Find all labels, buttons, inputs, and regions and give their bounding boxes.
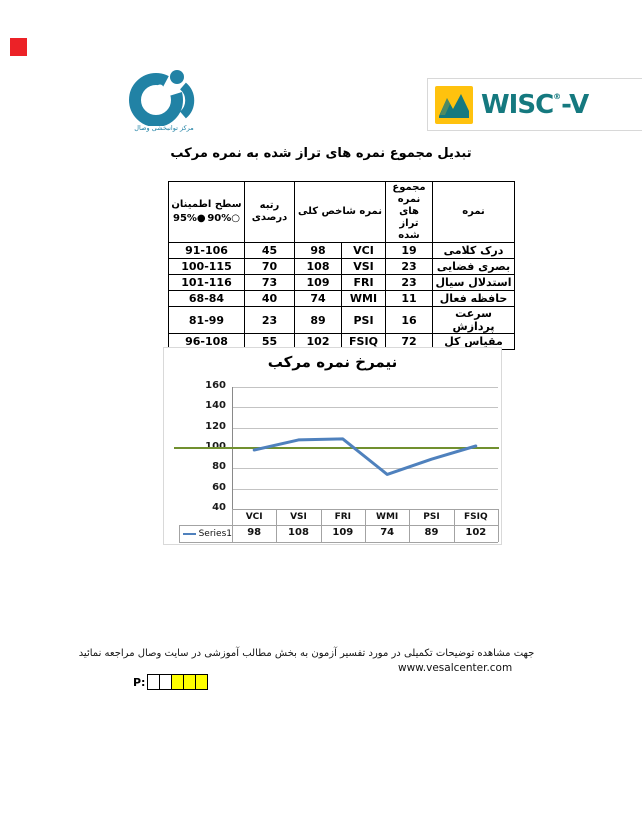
cell-name: بصری فضایی [432, 258, 515, 275]
cell-percentile: 45 [244, 242, 295, 259]
table-row: 96-108 55 102 FSIQ 72 مقیاس کل [168, 333, 515, 350]
value-label: 98 [247, 527, 262, 538]
cell-confidence: 68-84 [168, 290, 245, 307]
cell-name: استدلال سیال [432, 274, 515, 291]
table-row: 91-106 45 98 VCI 19 درک کلامی [168, 242, 515, 259]
header-index: نمره شاخص کلی [294, 181, 386, 243]
vesal-logo-caption: مرکز توانبخشی وصال [134, 124, 194, 132]
header-sum: مجموع نمره های تراز شده [385, 181, 433, 243]
gridline [232, 427, 498, 429]
category-label: WMI [376, 512, 399, 522]
gridline [232, 468, 498, 470]
website-url[interactable]: www.vesalcenter.com [398, 662, 513, 674]
table-row: 100-115 70 108 VSI 23 بصری فضایی [168, 258, 515, 275]
wisc-mountain-icon [435, 85, 473, 124]
cell-abbr: FRI [341, 274, 386, 291]
confidence-levels: 95%● 90%○ [170, 213, 244, 225]
category-label: FRI [334, 512, 352, 522]
cell-confidence: 91-106 [168, 242, 245, 259]
cell-index: 74 [294, 290, 342, 307]
score-table: سطح اطمینان 95%● 90%○ رتبه درصدی نمره شا… [168, 181, 515, 350]
cell-sum: 23 [385, 258, 433, 275]
cell-percentile: 73 [244, 274, 295, 291]
table-row: 101-116 73 109 FRI 23 استدلال سیال [168, 274, 515, 291]
cell-abbr: VSI [341, 258, 386, 275]
brand-name: WISC [481, 89, 554, 120]
y-tick-label: 120 [205, 420, 226, 432]
value-label: 102 [465, 527, 487, 538]
confidence-95: 95%● [173, 213, 206, 224]
category-label: VCI [245, 512, 263, 522]
red-marker [10, 38, 27, 56]
y-tick-label: 80 [212, 461, 226, 473]
cell-name: درک کلامی [432, 242, 515, 259]
table-row: 81-99 23 89 PSI 16 سرعت پردازش [168, 306, 515, 334]
category-label: FSIQ [464, 512, 488, 522]
page-title: تبدیل مجموع نمره های تراز شده به نمره مر… [170, 146, 472, 161]
cell-index: 108 [294, 258, 342, 275]
value-label: 108 [288, 527, 309, 538]
page-label: P: [133, 675, 146, 689]
cell-confidence: 81-99 [168, 306, 245, 334]
header-percentile: رتبه درصدی [244, 181, 295, 243]
cell-sum: 23 [385, 274, 433, 291]
cell-percentile: 23 [244, 306, 295, 334]
chart-title: نیمرخ نمره مرکب [267, 353, 398, 371]
y-tick-label: 40 [212, 502, 226, 513]
y-tick-label: 160 [205, 380, 226, 391]
gridline [232, 488, 498, 490]
cell-sum: 11 [385, 290, 433, 307]
registered-mark: ® [553, 91, 562, 101]
gridline [232, 407, 498, 409]
cell-confidence: 100-115 [168, 258, 245, 275]
legend-series-label: Series1 [198, 529, 232, 539]
confidence-label: سطح اطمینان [171, 199, 242, 210]
header-confidence: سطح اطمینان 95%● 90%○ [168, 181, 245, 243]
data-table-vline [498, 509, 499, 542]
y-tick-label: 60 [212, 481, 226, 493]
legend-line-icon [183, 533, 196, 535]
category-label: PSI [423, 512, 440, 522]
cell-sum: 19 [385, 242, 433, 259]
cell-abbr: PSI [341, 306, 386, 334]
y-tick-label: 100 [194, 441, 226, 452]
value-label: 74 [380, 527, 395, 538]
data-table-hline [232, 525, 498, 526]
brand-version: -V [561, 89, 589, 120]
chart-legend: Series1 [179, 525, 233, 543]
reference-line [174, 447, 499, 449]
cell-name: حافظه فعال [432, 290, 515, 307]
page-count-box [195, 674, 209, 690]
value-label: 109 [332, 527, 354, 538]
cell-confidence: 101-116 [168, 274, 245, 291]
cell-percentile: 40 [244, 290, 295, 307]
header-score: نمره [432, 181, 515, 243]
value-label: 89 [424, 527, 439, 538]
cell-abbr: WMI [341, 290, 386, 307]
category-label: VSI [290, 512, 307, 522]
wisc-v-logo: WISC ® -V [427, 78, 642, 131]
cell-index: 109 [294, 274, 342, 291]
page-indicator: P: [133, 674, 209, 690]
cell-sum: 16 [385, 306, 433, 334]
vesal-logo-icon [125, 66, 203, 127]
cell-name: مقیاس کل [432, 333, 515, 350]
cell-index: 98 [294, 242, 342, 259]
y-tick-label: 140 [205, 400, 226, 412]
cell-sum: 72 [385, 333, 433, 350]
cell-abbr: VCI [341, 242, 386, 259]
table-header-row: سطح اطمینان 95%● 90%○ رتبه درصدی نمره شا… [168, 181, 515, 243]
table-row: 68-84 40 74 WMI 11 حافظه فعال [168, 290, 515, 307]
cell-name: سرعت پردازش [432, 306, 515, 334]
cell-index: 89 [294, 306, 342, 334]
data-table-hline [232, 509, 498, 510]
gridline [232, 387, 498, 388]
composite-score-chart: نیمرخ نمره مرکب 40 60 80 100 120 140 160 VCI 98 V… [163, 347, 502, 545]
wisc-v-wordmark: WISC ® -V [481, 89, 589, 120]
data-table-hline [232, 542, 498, 543]
confidence-90: 90%○ [207, 213, 240, 224]
footer-note: جهت مشاهده توضیحات تکمیلی در مورد تفسیر … [78, 648, 535, 659]
cell-percentile: 70 [244, 258, 295, 275]
